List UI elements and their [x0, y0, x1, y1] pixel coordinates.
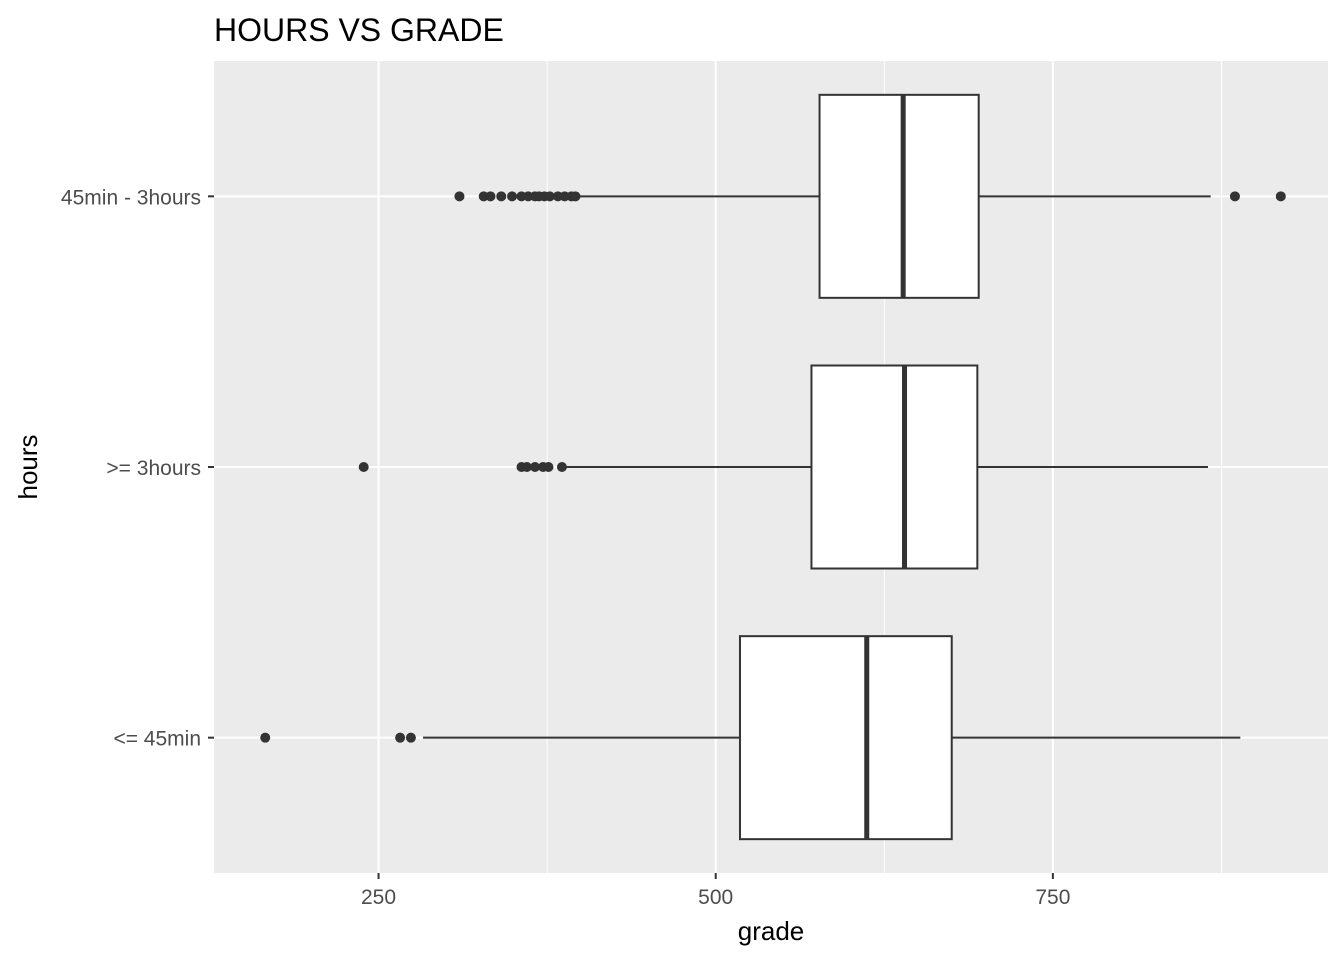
- y-tick-label: <= 45min: [113, 728, 201, 751]
- x-tick-label: 250: [361, 886, 396, 909]
- x-tick-label: 750: [1035, 886, 1070, 909]
- box-group: [260, 635, 1241, 841]
- chart-title: HOURS VS GRADE: [214, 12, 504, 48]
- iqr-box: [810, 364, 979, 570]
- outlier-point: [260, 732, 271, 743]
- outlier-point: [1275, 191, 1286, 202]
- outlier-point: [1229, 191, 1240, 202]
- outlier-point: [405, 732, 416, 743]
- box-group: [454, 93, 1286, 299]
- iqr-box: [818, 93, 980, 299]
- x-tick-label: 500: [698, 886, 733, 909]
- outlier-point: [454, 191, 465, 202]
- outlier-point: [358, 462, 369, 472]
- box-group: [358, 364, 1208, 570]
- x-axis-title: grade: [738, 916, 805, 946]
- iqr-box: [738, 635, 953, 841]
- outlier-point: [570, 191, 581, 202]
- y-tick-label: 45min - 3hours: [61, 186, 201, 209]
- outlier-point: [507, 191, 518, 202]
- y-tick-label: >= 3hours: [106, 457, 201, 480]
- outlier-point: [496, 191, 507, 202]
- outlier-point: [395, 732, 406, 743]
- outlier-point: [556, 462, 567, 472]
- outlier-point: [543, 462, 554, 472]
- outlier-point: [485, 191, 496, 202]
- axis-ticks: 250 500 750 45min - 3hours >= 3hours <= 45min: [61, 186, 1070, 909]
- outlier-point: [544, 191, 555, 202]
- outlier-point: [529, 462, 540, 472]
- outlier-point: [521, 462, 532, 472]
- y-axis-title: hours: [13, 434, 43, 499]
- box-layer: [260, 93, 1286, 841]
